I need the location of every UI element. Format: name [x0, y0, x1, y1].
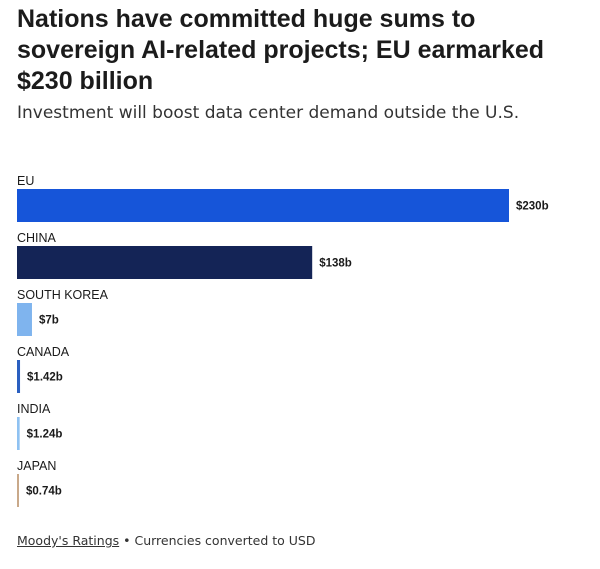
category-label-canada: CANADA	[17, 345, 70, 359]
category-label-eu: EU	[17, 174, 34, 188]
footer-note: Currencies converted to USD	[134, 533, 316, 548]
value-label-china: $138b	[319, 258, 352, 270]
category-label-china: CHINA	[17, 231, 57, 245]
chart-footer: Moody's Ratings • Currencies converted t…	[17, 533, 315, 548]
value-label-india: $1.24b	[27, 429, 63, 441]
value-label-japan: $0.74b	[26, 486, 62, 498]
bar-chart: EU $230b CHINA $138b SOUTH KOREA $7b CANADA $1.…	[17, 174, 549, 507]
bar-south-korea	[17, 303, 32, 336]
bar-japan	[17, 474, 19, 507]
bar-china	[17, 246, 313, 279]
category-label-south-korea: SOUTH KOREA	[17, 288, 109, 302]
category-label-india: INDIA	[17, 402, 51, 416]
value-label-canada: $1.42b	[27, 372, 63, 384]
footer-separator: •	[119, 533, 135, 548]
chart-subtitle: Investment will boost data center demand…	[17, 103, 520, 123]
bar-eu	[17, 189, 509, 222]
category-label-japan: JAPAN	[17, 459, 56, 473]
bar-canada	[17, 360, 21, 393]
chart-title: Nations have committed huge sums to sove…	[17, 5, 545, 95]
value-label-eu: $230b	[516, 201, 549, 213]
source-link[interactable]: Moody's Ratings	[17, 533, 120, 548]
bar-india	[17, 417, 20, 450]
value-label-south-korea: $7b	[39, 315, 59, 327]
